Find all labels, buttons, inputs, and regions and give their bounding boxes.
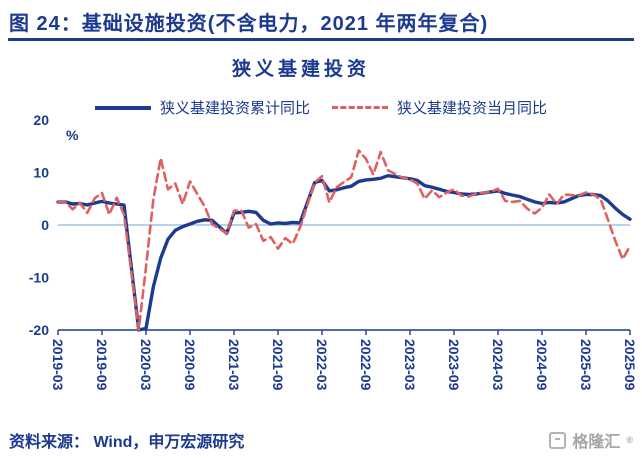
x-tick-label: 2025-09 — [622, 339, 638, 391]
monthly-yoy-line — [56, 149, 632, 332]
x-tick-label: 2020-09 — [182, 339, 198, 391]
legend-item-monthly: 狭义基建投资当月同比 — [332, 97, 547, 118]
figure-title: 图 24：基础设施投资(不含电力，2021 年两年复合) — [9, 13, 489, 35]
x-tick-label: 2022-03 — [314, 339, 330, 391]
y-tick-label: 20 — [33, 112, 49, 128]
data-source: 资料来源： Wind，申万宏源研究 — [9, 434, 245, 451]
x-tick-label: 2024-09 — [534, 339, 550, 391]
gelonghui-logo: 格隆汇 ® — [549, 428, 633, 452]
x-tick-label: 2021-09 — [270, 339, 286, 391]
legend-item-cumulative: 狭义基建投资累计同比 — [94, 97, 310, 118]
x-tick-label: 2019-09 — [94, 339, 110, 391]
x-tick-label: 2021-03 — [226, 339, 242, 391]
solid-line-swatch — [94, 105, 151, 110]
x-tick-label: 2020-03 — [138, 339, 154, 391]
unit-label: % — [66, 127, 79, 143]
legend-label-cumulative: 狭义基建投资累计同比 — [159, 100, 310, 117]
chart-legend: 狭义基建投资累计同比 狭义基建投资当月同比 — [0, 97, 642, 118]
title-underline — [8, 38, 634, 41]
figure-footer: 资料来源： Wind，申万宏源研究 格隆汇 ® — [9, 427, 633, 453]
gelonghui-icon — [549, 431, 567, 449]
y-tick-label: 10 — [33, 165, 49, 181]
chart-title: 狭义基建投资 — [231, 59, 370, 80]
y-tick-label: 0 — [41, 217, 49, 233]
x-tick-label: 2024-03 — [490, 339, 506, 391]
x-tick-label: 2023-03 — [402, 339, 418, 391]
line-chart: 2019-03 2019-09 2020-03 2020-09 2021-03 2021-… — [29, 112, 638, 391]
x-tick-label: 2022-09 — [358, 339, 374, 391]
x-tick-label: 2019-03 — [50, 339, 66, 391]
y-tick-label: -10 — [29, 270, 49, 286]
y-tick-label: -20 — [29, 322, 49, 338]
dashed-line-swatch — [332, 106, 388, 109]
gelonghui-text: 格隆汇 — [572, 434, 621, 451]
x-tick-label: 2023-09 — [446, 339, 462, 391]
cumulative-yoy-line — [56, 174, 632, 332]
x-tick-label: 2025-03 — [578, 339, 594, 391]
registered-mark: ® — [626, 435, 633, 445]
legend-label-monthly: 狭义基建投资当月同比 — [397, 100, 548, 117]
